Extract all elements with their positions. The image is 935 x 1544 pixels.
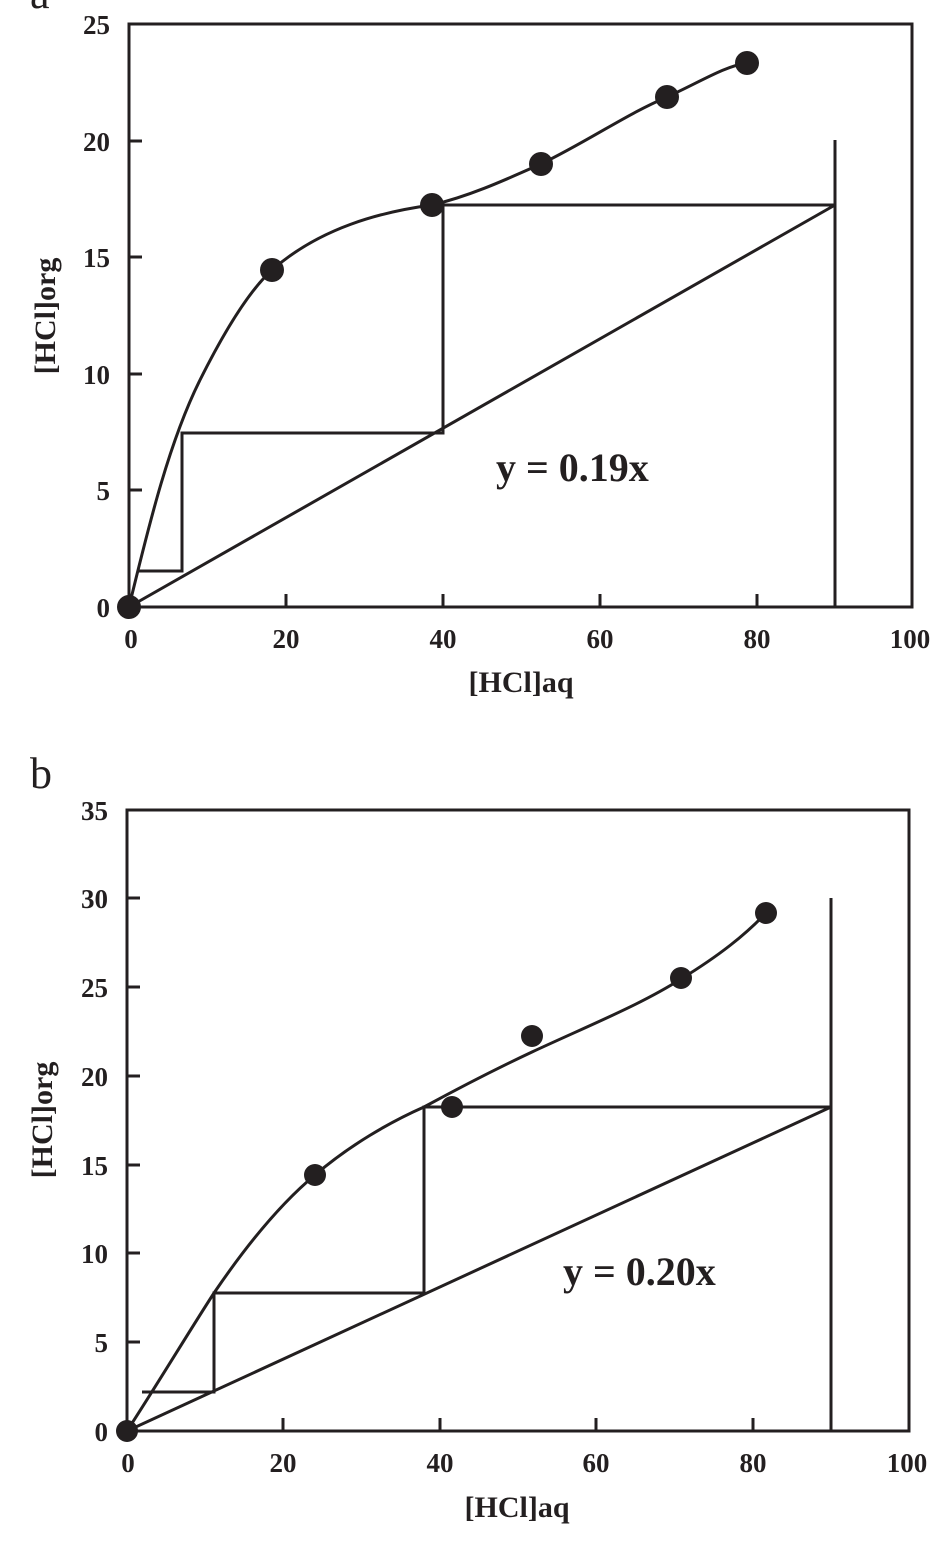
y-ticks-b bbox=[127, 896, 140, 1344]
x-ticks-b bbox=[281, 1418, 755, 1431]
x-tick-label: 40 bbox=[427, 1448, 454, 1478]
y-tick-label: 0 bbox=[95, 1417, 109, 1447]
data-points-b bbox=[116, 902, 777, 1442]
x-tick-label: 0 bbox=[124, 624, 138, 654]
y-tick-label: 30 bbox=[81, 884, 108, 914]
data-point bbox=[117, 595, 141, 619]
y-axis-title-b: [HCl]org bbox=[26, 1062, 59, 1179]
data-point bbox=[735, 51, 759, 75]
y-tick-label: 20 bbox=[81, 1062, 108, 1092]
data-point bbox=[304, 1164, 326, 1186]
data-point bbox=[420, 193, 444, 217]
y-tick-label: 5 bbox=[97, 476, 111, 506]
data-point bbox=[655, 85, 679, 109]
x-tick-label: 40 bbox=[430, 624, 457, 654]
y-tick-label: 15 bbox=[81, 1151, 108, 1181]
y-tick-label: 15 bbox=[83, 243, 110, 273]
x-tick-label: 0 bbox=[121, 1448, 135, 1478]
operating-line-b bbox=[126, 1105, 832, 1433]
equilibrium-curve-a bbox=[127, 61, 748, 608]
x-tick-label: 100 bbox=[890, 624, 931, 654]
y-tick-labels-a: 0 5 10 15 20 25 bbox=[83, 10, 110, 623]
y-ticks-a bbox=[129, 139, 142, 492]
data-point bbox=[521, 1025, 543, 1047]
panel-label-b: b bbox=[30, 749, 52, 798]
chart-a: a 0 5 10 15 20 25 0 20 bbox=[29, 0, 930, 699]
stage-steps-b bbox=[142, 1105, 831, 1394]
x-tick-label: 80 bbox=[740, 1448, 767, 1478]
equilibrium-curve-b bbox=[125, 911, 768, 1432]
y-tick-label: 5 bbox=[95, 1328, 109, 1358]
x-tick-label: 20 bbox=[273, 624, 300, 654]
x-ticks-a bbox=[284, 594, 759, 607]
y-tick-label: 0 bbox=[97, 593, 111, 623]
stage-steps-a bbox=[139, 203, 835, 573]
x-tick-labels-b: 0 20 40 60 80 100 bbox=[121, 1448, 927, 1478]
equation-label-a: y = 0.19x bbox=[496, 445, 649, 490]
y-tick-label: 10 bbox=[83, 360, 110, 390]
data-point bbox=[529, 152, 553, 176]
y-tick-label: 35 bbox=[81, 796, 108, 826]
y-tick-label: 20 bbox=[83, 127, 110, 157]
equation-label-b: y = 0.20x bbox=[563, 1249, 716, 1294]
y-tick-label: 10 bbox=[81, 1239, 108, 1269]
operating-line-a bbox=[128, 203, 836, 609]
x-tick-labels-a: 0 20 40 60 80 100 bbox=[124, 624, 930, 654]
x-tick-label: 60 bbox=[587, 624, 614, 654]
plot-frame-a bbox=[127, 22, 914, 609]
y-tick-label: 25 bbox=[81, 973, 108, 1003]
x-tick-label: 20 bbox=[270, 1448, 297, 1478]
data-point bbox=[755, 902, 777, 924]
data-points-a bbox=[117, 51, 759, 619]
plot-frame-b bbox=[125, 808, 911, 1433]
x-axis-title-a: [HCl]aq bbox=[469, 666, 574, 699]
chart-b: b 0 5 10 15 20 25 30 35 bbox=[26, 749, 927, 1524]
x-tick-label: 80 bbox=[744, 624, 771, 654]
data-point bbox=[670, 967, 692, 989]
data-point bbox=[441, 1096, 463, 1118]
y-tick-labels-b: 0 5 10 15 20 25 30 35 bbox=[81, 796, 108, 1447]
y-tick-label: 25 bbox=[83, 10, 110, 40]
data-point bbox=[260, 258, 284, 282]
data-point bbox=[116, 1420, 138, 1442]
y-axis-title-a: [HCl]org bbox=[29, 258, 62, 375]
x-tick-label: 60 bbox=[583, 1448, 610, 1478]
x-axis-title-b: [HCl]aq bbox=[465, 1491, 570, 1524]
x-tick-label: 100 bbox=[887, 1448, 928, 1478]
panel-label-a: a bbox=[30, 0, 50, 18]
